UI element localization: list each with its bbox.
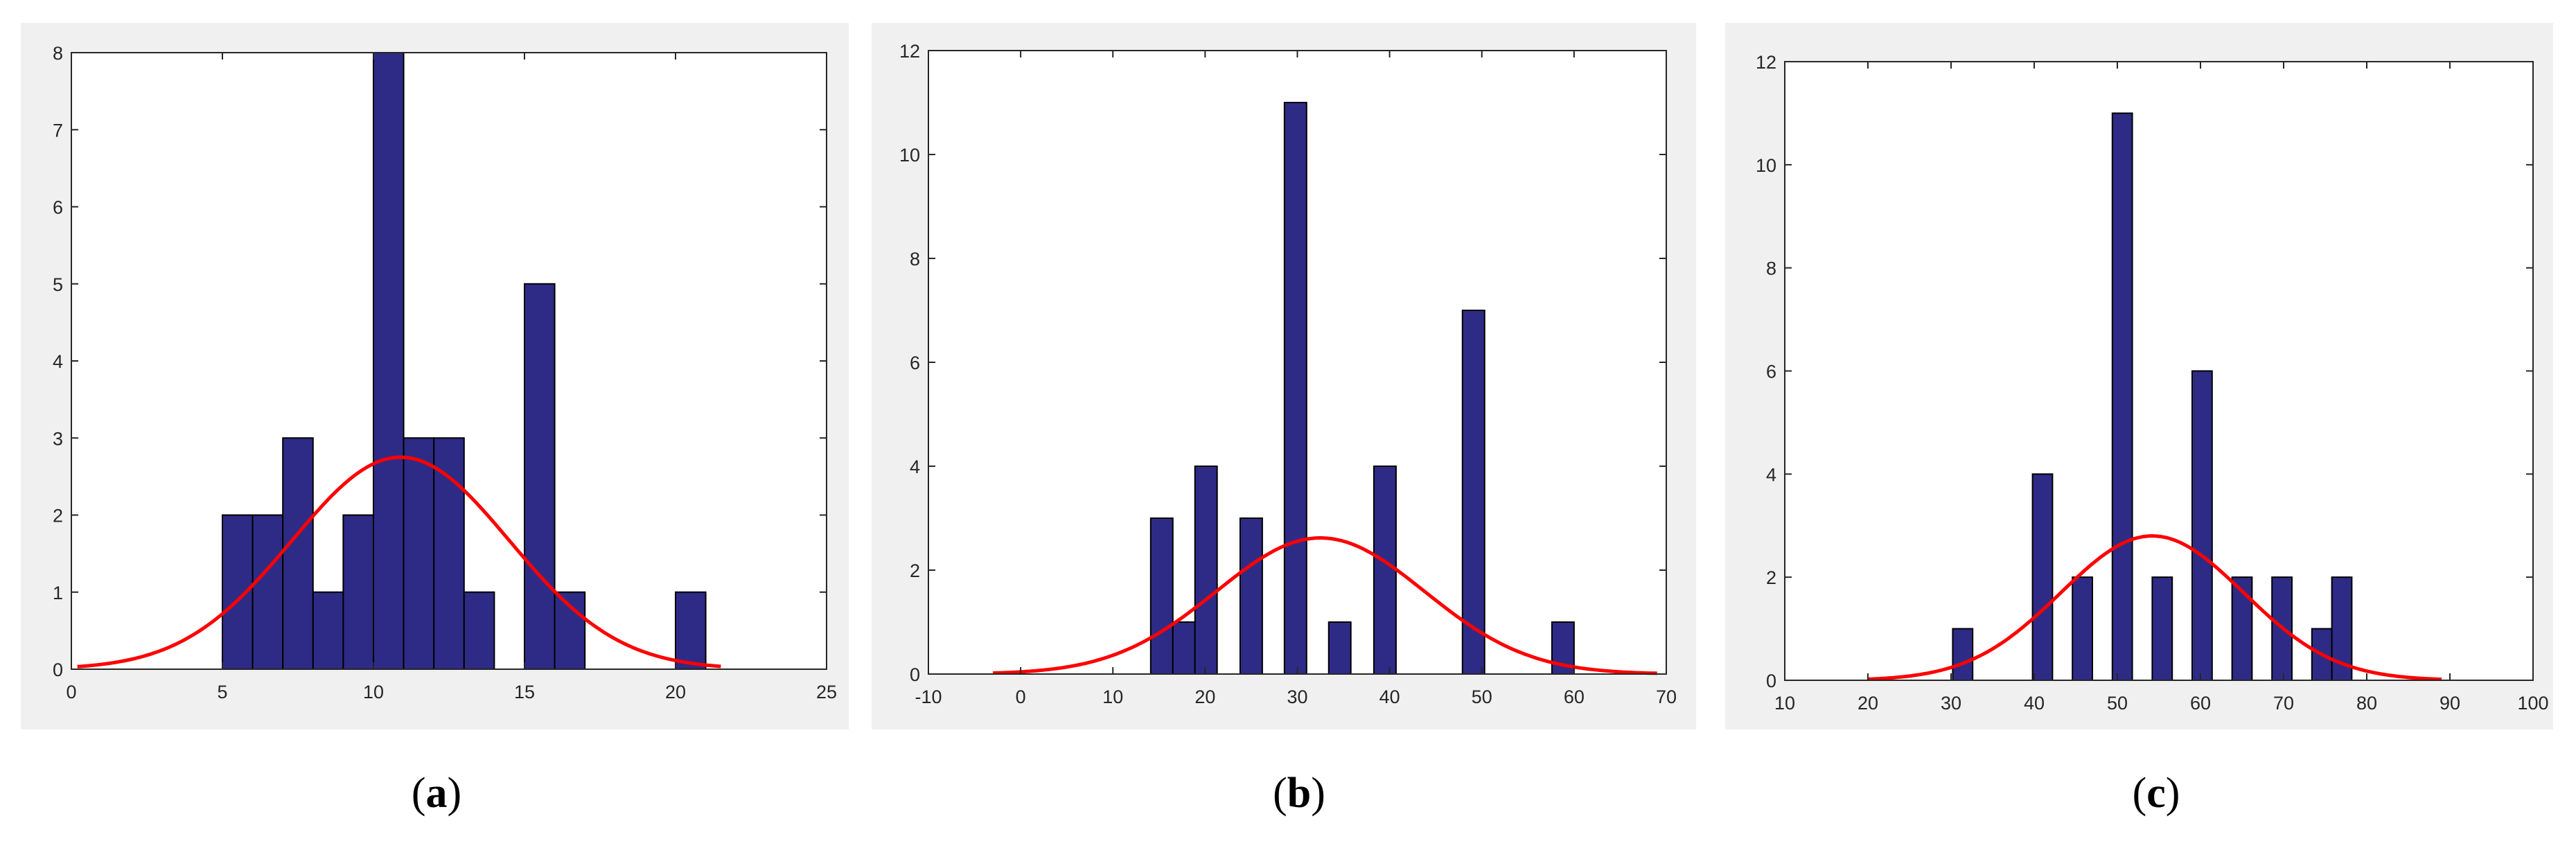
histogram-bar-b-7 <box>1461 310 1485 675</box>
x-tick-label-c-9: 100 <box>2517 693 2548 714</box>
x-tick-label-b-2: 10 <box>1102 687 1123 707</box>
histogram-bar-a-2 <box>282 437 314 670</box>
x-tick-label-c-5: 60 <box>2190 693 2211 714</box>
histogram-bar-b-4 <box>1283 102 1307 675</box>
x-tick-label-b-6: 50 <box>1472 687 1492 707</box>
y-tick-label-a-4: 4 <box>53 351 63 372</box>
y-tick-label-c-6: 12 <box>1756 52 1776 73</box>
y-tick-label-a-8: 8 <box>53 43 63 64</box>
x-tick-label-c-7: 80 <box>2356 693 2377 714</box>
x-tick-label-c-3: 40 <box>2024 693 2045 714</box>
y-tick-label-a-3: 3 <box>53 428 63 449</box>
y-tick-label-b-1: 2 <box>910 560 920 581</box>
histogram-bar-a-5 <box>373 52 405 670</box>
x-tick-label-a-5: 25 <box>816 682 837 702</box>
normal-fit-curve-c <box>1867 534 2442 682</box>
histogram-bar-a-6 <box>403 437 435 670</box>
caption-a: (a) <box>411 770 462 817</box>
x-tick-label-c-2: 30 <box>1941 693 1961 714</box>
y-tick-label-c-3: 6 <box>1766 362 1776 382</box>
y-tick-label-c-4: 8 <box>1766 258 1776 279</box>
y-tick-label-b-4: 8 <box>910 249 920 269</box>
histogram-bar-c-5 <box>2191 370 2213 681</box>
x-tick-label-b-7: 60 <box>1564 687 1585 707</box>
x-tick-label-c-0: 10 <box>1774 693 1795 714</box>
x-tick-label-c-8: 90 <box>2440 693 2460 714</box>
histogram-panel-b: -10 0 10 20 30 40 50 60 70 0 2 4 6 8 10 12 <box>872 23 1696 729</box>
x-tick-label-b-4: 30 <box>1287 687 1307 707</box>
x-tick-label-a-3: 15 <box>514 682 535 702</box>
histogram-bar-a-7 <box>433 437 465 670</box>
histogram-bar-a-1 <box>252 514 284 670</box>
y-tick-label-b-6: 12 <box>899 41 920 62</box>
normal-fit-curve-b <box>993 536 1657 675</box>
histogram-panel-a: 0 5 10 15 20 25 0 1 2 3 4 5 6 7 8 <box>21 23 849 729</box>
y-tick-label-a-2: 2 <box>53 506 63 526</box>
histogram-bar-b-6 <box>1373 466 1397 675</box>
x-tick-label-b-8: 70 <box>1656 687 1677 707</box>
x-tick-label-a-2: 10 <box>363 682 384 702</box>
x-tick-label-c-1: 20 <box>1858 693 1878 714</box>
y-tick-label-a-6: 6 <box>53 197 63 218</box>
x-tick-label-a-1: 5 <box>217 682 227 702</box>
histogram-bar-a-3 <box>312 591 344 670</box>
histogram-bar-a-9 <box>524 283 556 670</box>
y-tick-label-a-1: 1 <box>53 583 63 603</box>
x-tick-label-a-0: 0 <box>66 682 76 702</box>
histogram-bar-b-3 <box>1239 517 1263 675</box>
normal-fit-curve-a <box>77 455 721 669</box>
y-tick-label-b-3: 6 <box>910 353 920 373</box>
histogram-bar-b-2 <box>1194 466 1218 675</box>
y-tick-label-c-5: 10 <box>1756 155 1776 176</box>
x-tick-label-b-1: 0 <box>1016 687 1026 707</box>
histogram-panel-c: 10 20 30 40 50 60 70 80 90 100 0 2 4 6 8 10 12 <box>1725 23 2553 729</box>
histogram-bar-c-2 <box>2072 576 2094 682</box>
y-tick-label-b-5: 10 <box>899 145 920 166</box>
y-tick-label-b-0: 0 <box>910 664 920 685</box>
x-tick-label-a-4: 20 <box>665 682 686 702</box>
x-tick-label-b-3: 20 <box>1194 687 1215 707</box>
y-tick-label-a-0: 0 <box>53 659 63 680</box>
x-tick-label-c-4: 50 <box>2107 693 2128 714</box>
histogram-bar-c-3 <box>2111 112 2133 681</box>
x-tick-label-b-0: -10 <box>915 687 942 707</box>
histogram-a-svg: 0 5 10 15 20 25 0 1 2 3 4 5 6 7 8 <box>53 43 837 702</box>
y-tick-label-a-5: 5 <box>53 274 63 295</box>
histogram-bar-c-6 <box>2231 576 2253 682</box>
histogram-bar-a-11 <box>675 591 707 670</box>
histogram-bar-a-4 <box>342 514 374 670</box>
histogram-bar-c-1 <box>2031 473 2054 681</box>
x-tick-label-b-5: 40 <box>1379 687 1400 707</box>
histogram-bar-c-4 <box>2151 576 2173 682</box>
y-tick-label-b-2: 4 <box>910 457 920 477</box>
histogram-c-svg: 10 20 30 40 50 60 70 80 90 100 0 2 4 6 8 10 12 <box>1756 52 2549 714</box>
histogram-bar-b-1 <box>1172 621 1196 675</box>
histogram-bar-c-0 <box>1952 628 1974 681</box>
histogram-bar-b-5 <box>1327 621 1352 675</box>
y-tick-label-c-2: 4 <box>1766 464 1776 485</box>
y-tick-label-a-7: 7 <box>53 120 63 141</box>
histogram-bar-b-0 <box>1149 517 1174 675</box>
y-tick-label-c-0: 0 <box>1766 671 1776 691</box>
y-tick-label-c-1: 2 <box>1766 567 1776 588</box>
x-tick-label-c-6: 70 <box>2273 693 2294 714</box>
histogram-bar-a-8 <box>463 591 495 670</box>
caption-b: (b) <box>1273 770 1325 817</box>
caption-c: (c) <box>2132 770 2180 817</box>
